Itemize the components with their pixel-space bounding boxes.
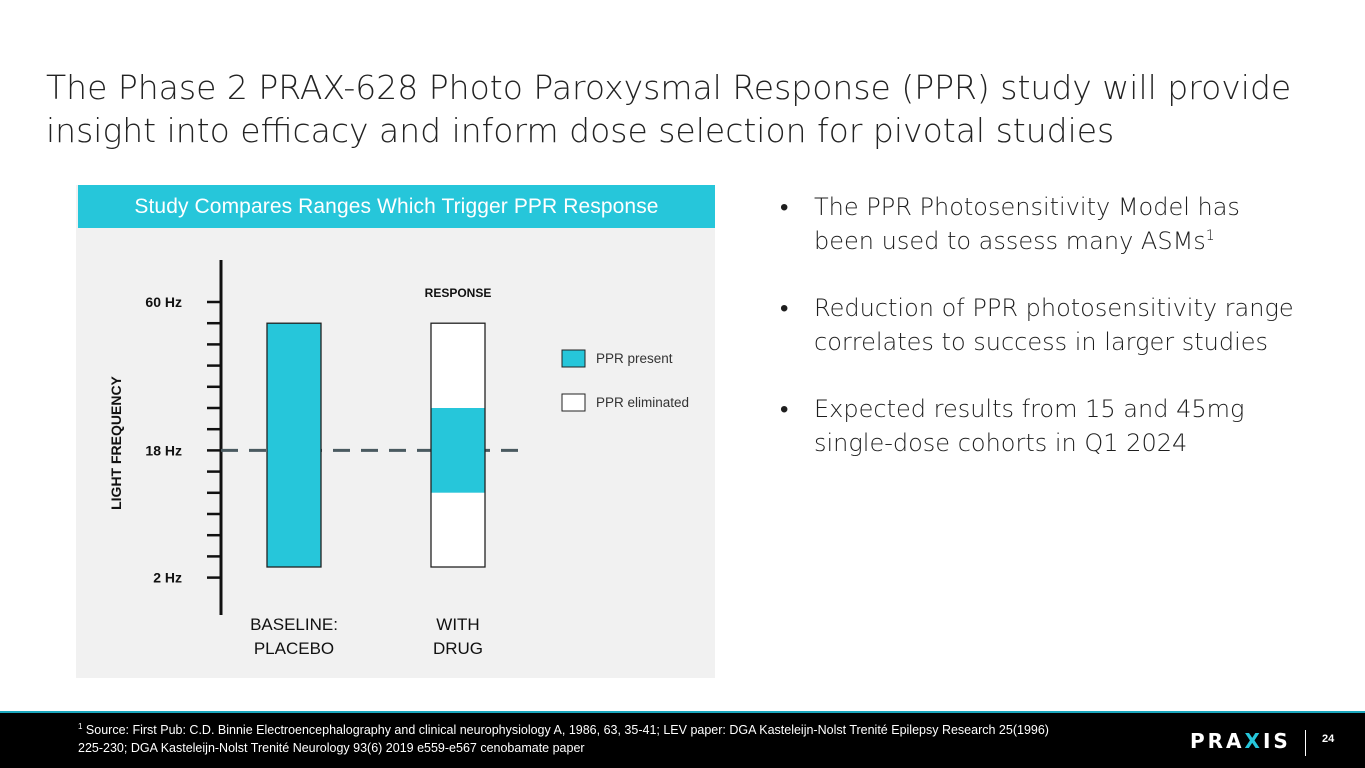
- logo-x-mark: X: [1244, 729, 1263, 753]
- bullet-footnote-ref: 1: [1205, 228, 1215, 244]
- bullet-dot: •: [780, 294, 789, 322]
- ppr-range-chart: 60 Hz 18 Hz 2 Hz LIGHT FREQUENCY BASELINE: PL…: [108, 260, 689, 658]
- bar-outline: [266, 322, 322, 568]
- bullet-dot: •: [780, 193, 789, 221]
- bullet-text: Reduction of PPR photosensitivity range …: [814, 294, 1294, 356]
- logo-divider: [1305, 730, 1306, 756]
- footnote: 1 Source: First Pub: C.D. Binnie Electro…: [78, 721, 1058, 757]
- bar-segment-ppr-present: [431, 408, 485, 493]
- footer: 1 Source: First Pub: C.D. Binnie Electro…: [0, 711, 1365, 768]
- legend-label: PPR eliminated: [596, 395, 689, 410]
- bullet-list: • The PPR Photosensitivity Model has been…: [780, 190, 1300, 493]
- chart-header: Study Compares Ranges Which Trigger PPR …: [78, 185, 715, 228]
- bar-outline: [430, 322, 486, 568]
- logo-text-left: PRA: [1190, 729, 1245, 753]
- bullet-text: Expected results from 15 and 45mg single…: [814, 395, 1245, 457]
- page-number: 24: [1322, 733, 1335, 745]
- bullet-item: • The PPR Photosensitivity Model has been…: [780, 190, 1300, 258]
- bullet-item: • Reduction of PPR photosensitivity range…: [780, 291, 1300, 359]
- legend-swatch: [561, 349, 586, 368]
- y-tick-label: 2 Hz: [153, 570, 182, 586]
- y-tick-label: 60 Hz: [145, 294, 182, 310]
- legend-swatch: [561, 393, 586, 412]
- category-label: DRUG: [433, 639, 483, 658]
- footnote-marker: 1: [78, 721, 83, 731]
- category-label: PLACEBO: [254, 639, 334, 658]
- y-axis-label: LIGHT FREQUENCY: [108, 375, 124, 509]
- category-label: WITH: [436, 615, 479, 634]
- response-column-label: RESPONSE: [425, 286, 492, 300]
- y-tick-label: 18 Hz: [145, 442, 182, 458]
- praxis-logo: PRA X IS: [1190, 727, 1291, 755]
- chart-panel: Study Compares Ranges Which Trigger PPR …: [76, 185, 715, 678]
- bullet-dot: •: [780, 395, 789, 423]
- bullet-item: • Expected results from 15 and 45mg singl…: [780, 392, 1300, 460]
- bar-segment-ppr-eliminated: [431, 323, 485, 408]
- category-label: BASELINE:: [250, 615, 338, 634]
- page-title: The Phase 2 PRAX-628 Photo Paroxysmal Re…: [46, 68, 1292, 150]
- legend-label: PPR present: [596, 351, 673, 366]
- logo-text-right: IS: [1262, 729, 1291, 753]
- bar-segment-ppr-eliminated: [431, 492, 485, 567]
- bullet-text: The PPR Photosensitivity Model has been …: [814, 193, 1240, 255]
- footnote-text: Source: First Pub: C.D. Binnie Electroen…: [78, 723, 1049, 755]
- bar-segment-ppr-present: [267, 323, 321, 567]
